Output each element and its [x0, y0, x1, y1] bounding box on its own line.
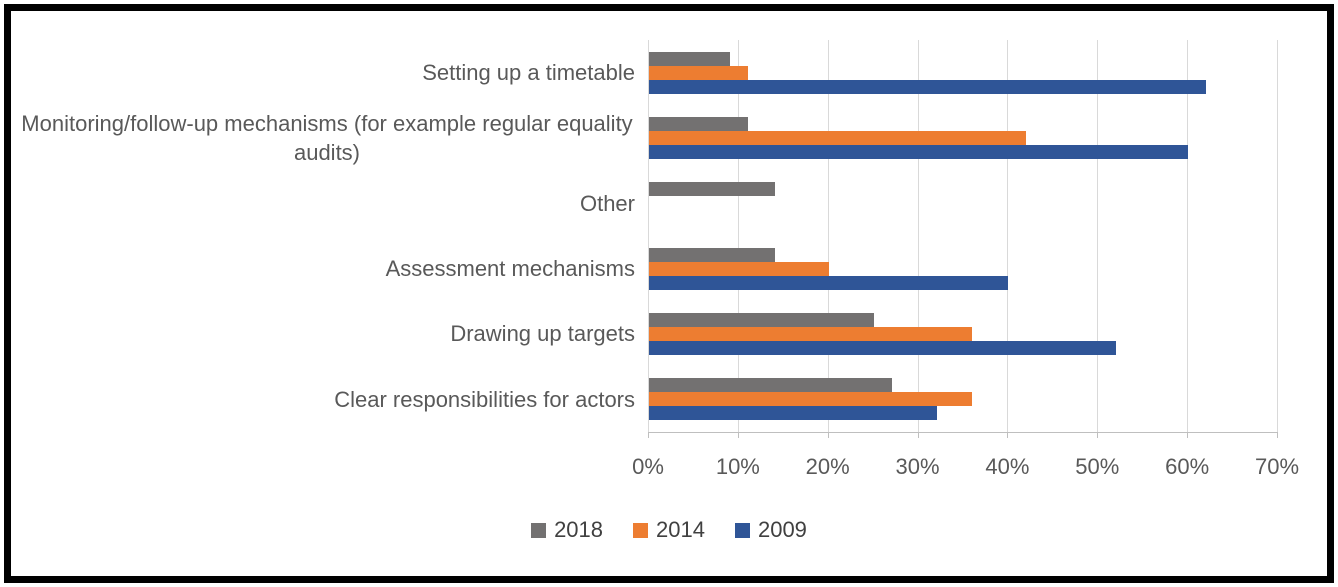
bar-2018 [649, 378, 892, 393]
x-axis-tick-label: 50% [1075, 454, 1120, 479]
gridline [737, 40, 739, 432]
x-axis-tick-label: 60% [1165, 454, 1210, 479]
bar-2009 [649, 145, 1189, 159]
category-label: Setting up a timetable [422, 60, 635, 86]
axis-tick [737, 432, 739, 438]
category-row: Monitoring/follow-up mechanisms (for exa… [19, 105, 635, 170]
category-axis: Setting up a timetable Monitoring/follow-… [19, 40, 635, 432]
category-label: Other [579, 190, 635, 216]
axis-tick [827, 432, 829, 438]
axis-tick [1277, 432, 1278, 438]
bar-2014 [649, 392, 973, 407]
legend-swatch-2018 [531, 522, 547, 538]
category-label: Clear responsibilities for actors [334, 386, 635, 412]
bar-2009 [649, 341, 1117, 355]
bar-2014 [649, 65, 748, 80]
bar-2014 [649, 261, 829, 276]
x-axis-tick-label: 40% [985, 454, 1030, 479]
category-row: Other [19, 171, 635, 236]
x-axis-tick-label: 70% [1254, 454, 1300, 479]
x-axis-tick-label: 0% [632, 454, 664, 479]
legend-label: 2018 [554, 517, 604, 542]
legend-label: 2009 [757, 517, 807, 542]
bar-2018 [649, 313, 874, 327]
x-axis-tick-label: 30% [895, 454, 940, 479]
legend-swatch-2009 [734, 522, 750, 538]
plot-area [648, 40, 1278, 438]
legend: 2018 2014 2009 [11, 515, 1327, 545]
bar-2014 [649, 327, 973, 341]
value-axis: 0% 10% 20% 30% 40% 50% 60% 70% [11, 454, 1327, 482]
bar-chart: Setting up a timetable Monitoring/follow-… [11, 11, 1327, 576]
category-label: Assessment mechanisms [385, 256, 635, 282]
bar-2009 [649, 79, 1207, 94]
gridline [1187, 40, 1189, 432]
axis-tick [917, 432, 919, 438]
bar-2009 [649, 406, 937, 421]
axis-tick [648, 432, 649, 438]
legend-label: 2014 [656, 517, 705, 542]
gridline [1097, 40, 1099, 432]
axis-tick [1007, 432, 1009, 438]
category-label: Monitoring/follow-up mechanisms (for exa… [21, 110, 633, 165]
legend-swatch-2014 [633, 522, 649, 538]
category-label: Drawing up targets [450, 321, 635, 347]
axis-tick [1097, 432, 1099, 438]
axis-tick [1187, 432, 1189, 438]
bar-2018 [649, 182, 775, 197]
category-row: Assessment mechanisms [19, 236, 635, 301]
category-row: Setting up a timetable [19, 40, 635, 105]
x-axis-tick-label: 10% [715, 454, 760, 479]
bar-2018 [649, 51, 730, 66]
legend-item-2009: 2009 [734, 517, 807, 543]
bar-2014 [649, 131, 1027, 145]
gridline [917, 40, 919, 432]
category-row: Drawing up targets [19, 301, 635, 366]
bar-2009 [649, 275, 1009, 290]
bar-2018 [649, 247, 775, 262]
bar-2018 [649, 117, 748, 131]
x-axis-tick-label: 20% [805, 454, 850, 479]
gridline [648, 40, 649, 432]
gridline [827, 40, 829, 432]
gridline [1277, 40, 1278, 432]
category-row: Clear responsibilities for actors [19, 367, 635, 432]
legend-item-2018: 2018 [531, 517, 603, 543]
gridline [1007, 40, 1009, 432]
chart-frame: Setting up a timetable Monitoring/follow-… [4, 4, 1334, 583]
legend-item-2014: 2014 [633, 517, 705, 543]
